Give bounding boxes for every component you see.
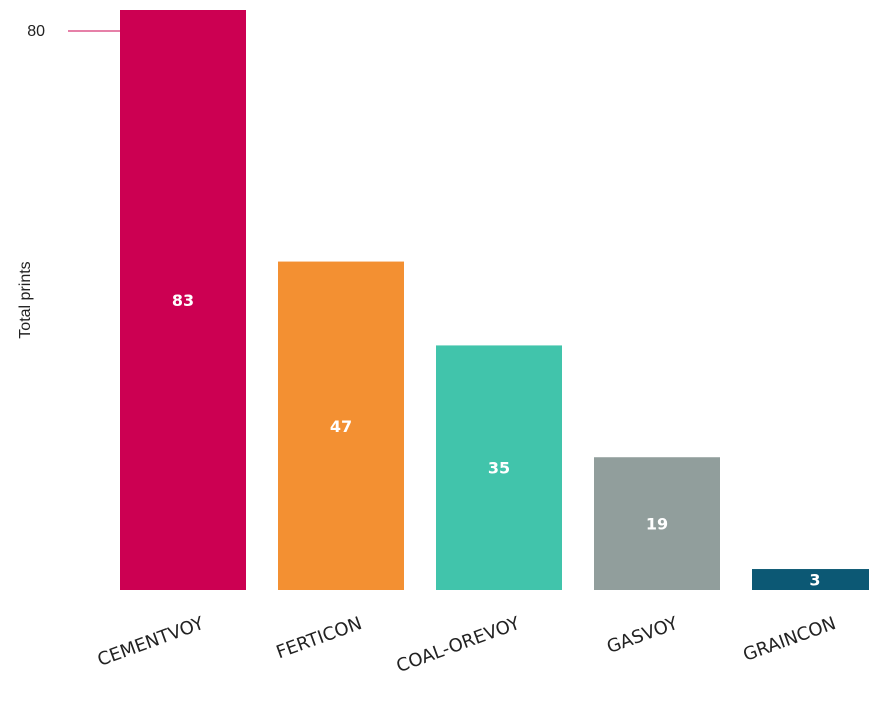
bars-group [120,10,869,590]
bar-gasvoy [594,457,720,590]
category-label: GASVOY [604,613,682,658]
category-label: FERTICON [273,613,364,663]
y-tick-label: 80 [27,23,45,40]
bar-value-label: 35 [488,459,510,478]
category-labels: CEMENTVOY FERTICON COAL-OREVOY GASVOY GRAINC… [95,613,839,677]
bar-value-labels: 83 47 35 19 3 [172,291,821,590]
bar-value-label: 47 [330,417,352,436]
bar-ferticon [278,261,404,590]
bar-cementvoy [120,10,246,590]
bar-value-label: 83 [172,291,194,310]
category-label: CEMENTVOY [95,613,208,671]
bar-coal-orevoy [436,345,562,590]
bar-graincon [752,569,869,590]
category-label: GRAINCON [740,613,838,666]
y-axis-ticks: 80 [27,23,122,40]
y-axis-label: Total prints [17,261,34,338]
bar-value-label: 19 [646,515,668,534]
category-label: COAL-OREVOY [394,613,524,677]
bar-value-label: 3 [809,571,820,590]
